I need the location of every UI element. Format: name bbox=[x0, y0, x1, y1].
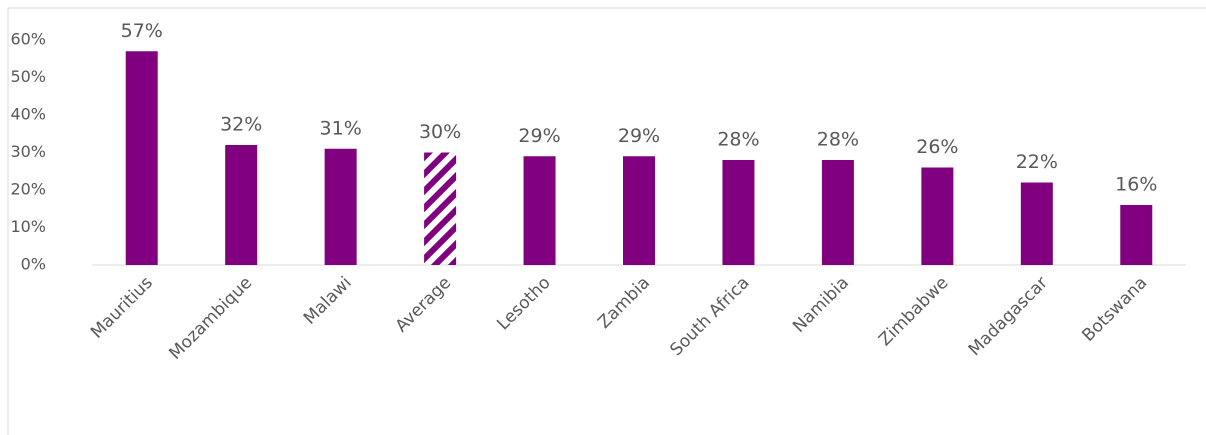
bar bbox=[821, 160, 854, 265]
x-tick-label: Zambia bbox=[594, 273, 654, 333]
bar bbox=[1020, 182, 1053, 265]
value-label: 26% bbox=[916, 136, 958, 158]
value-label: 28% bbox=[717, 129, 759, 151]
value-label: 31% bbox=[320, 117, 362, 139]
y-tick-label: 10% bbox=[10, 217, 46, 236]
y-tick-label: 50% bbox=[10, 67, 46, 86]
bar bbox=[225, 145, 258, 265]
bar bbox=[921, 167, 954, 265]
x-tick-label: Botswana bbox=[1078, 273, 1151, 346]
x-tick-label: Zimbabwe bbox=[875, 273, 952, 350]
y-tick-label: 20% bbox=[10, 180, 46, 199]
bar bbox=[523, 156, 556, 265]
x-tick-label: Mozambique bbox=[165, 273, 256, 364]
x-tick-label: Lesotho bbox=[493, 273, 554, 334]
value-label: 22% bbox=[1016, 151, 1058, 173]
bar bbox=[125, 51, 158, 265]
value-label: 16% bbox=[1115, 174, 1157, 196]
x-tick-label: Malawi bbox=[300, 273, 356, 329]
y-tick-label: 60% bbox=[10, 30, 46, 49]
value-label: 28% bbox=[817, 129, 859, 151]
bar bbox=[324, 148, 357, 265]
value-label: 29% bbox=[518, 125, 560, 147]
value-label: 32% bbox=[220, 114, 262, 136]
bar bbox=[424, 152, 457, 265]
x-tick-label: South Africa bbox=[666, 273, 753, 360]
value-label: 57% bbox=[121, 20, 163, 42]
bar bbox=[623, 156, 655, 265]
bar bbox=[722, 160, 755, 265]
chart-frame bbox=[7, 7, 1206, 435]
value-label: 30% bbox=[419, 121, 461, 143]
x-tick-label: Mauritius bbox=[87, 273, 157, 343]
y-tick-label: 0% bbox=[21, 255, 46, 274]
y-tick-label: 40% bbox=[10, 105, 46, 124]
x-tick-label: Namibia bbox=[789, 273, 853, 337]
x-tick-label: Average bbox=[392, 273, 456, 337]
y-tick-label: 30% bbox=[10, 142, 46, 161]
value-label: 29% bbox=[618, 125, 660, 147]
x-tick-label: Madagascar bbox=[965, 273, 1052, 360]
bar bbox=[1120, 205, 1153, 265]
